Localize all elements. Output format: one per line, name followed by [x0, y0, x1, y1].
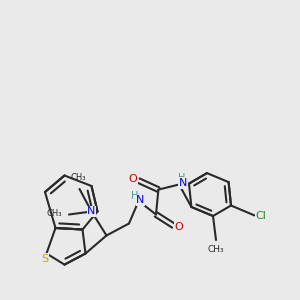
- Text: N: N: [178, 178, 187, 188]
- Text: CH₃: CH₃: [46, 208, 62, 217]
- Text: O: O: [129, 174, 138, 184]
- Text: O: O: [174, 222, 183, 232]
- Text: H: H: [178, 173, 186, 183]
- Text: Cl: Cl: [256, 211, 266, 221]
- Text: N: N: [87, 206, 96, 217]
- Text: S: S: [41, 254, 49, 264]
- Text: H: H: [131, 191, 138, 201]
- Text: CH₃: CH₃: [70, 172, 86, 182]
- Text: CH₃: CH₃: [208, 245, 224, 254]
- Text: N: N: [136, 195, 145, 206]
